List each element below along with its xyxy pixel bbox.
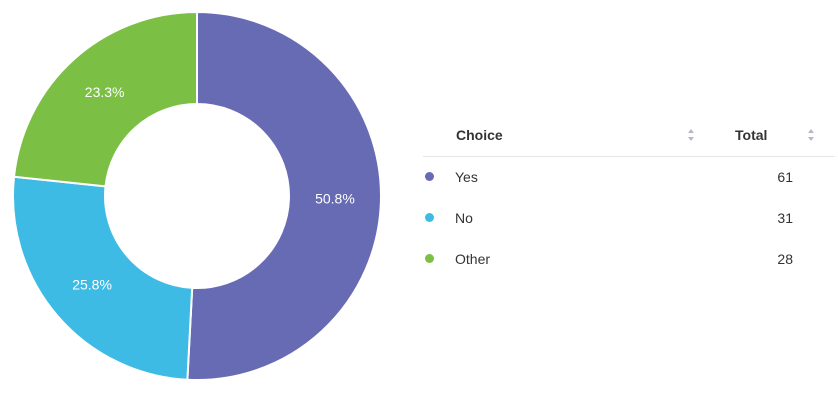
legend-dot [425, 213, 434, 222]
choice-label: Yes [455, 169, 478, 185]
total-column-header[interactable]: Total [735, 127, 768, 143]
results-table: Choice Total Yes 61 No 31 Other 28 [423, 114, 835, 279]
table-row: Other 28 [423, 238, 835, 279]
legend-dot [425, 254, 434, 263]
total-value: 61 [777, 169, 793, 185]
slice-percent-label: 23.3% [85, 84, 125, 100]
table-header: Choice Total [423, 114, 835, 157]
donut-slice-no[interactable] [12, 175, 194, 381]
donut-slice-yes[interactable] [186, 10, 382, 381]
choice-label: Other [455, 251, 491, 267]
donut-chart: 50.8% 25.8% 23.3% [12, 10, 382, 381]
table-row: No 31 [423, 197, 835, 238]
total-value: 31 [777, 210, 793, 226]
table-row: Yes 61 [423, 156, 835, 197]
total-value: 28 [777, 251, 793, 267]
donut-slice-other[interactable] [12, 10, 198, 188]
slice-percent-label: 25.8% [72, 276, 112, 292]
sort-icon[interactable] [807, 128, 815, 142]
choice-column-header[interactable]: Choice [456, 127, 503, 143]
slice-percent-label: 50.8% [315, 190, 355, 206]
legend-dot [425, 172, 434, 181]
sort-icon[interactable] [687, 128, 695, 142]
choice-label: No [455, 210, 473, 226]
